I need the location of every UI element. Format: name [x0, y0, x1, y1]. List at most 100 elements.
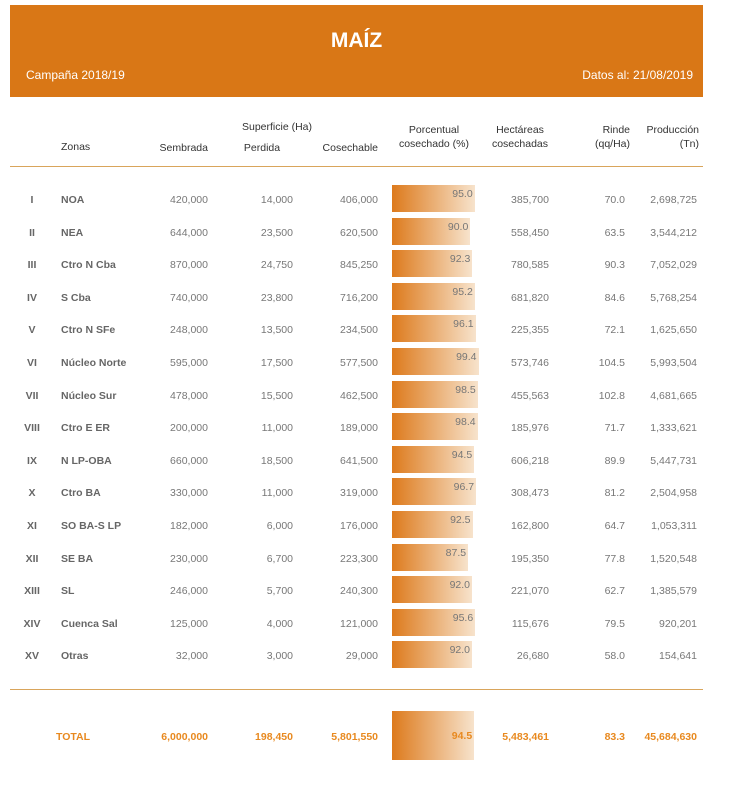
header-divider: [10, 166, 703, 167]
zone-number: XIII: [24, 585, 40, 598]
sembrada-value: 478,000: [170, 389, 208, 402]
produccion-value: 5,447,731: [650, 454, 697, 467]
table-row: XII SE BA 230,000 6,700 223,300 87.5 195…: [0, 543, 739, 575]
rinde-value: 72.1: [604, 324, 625, 337]
sembrada-value: 246,000: [170, 585, 208, 598]
page-title: MAÍZ: [330, 29, 383, 52]
total-divider: [10, 689, 703, 690]
table-row: VI Núcleo Norte 595,000 17,500 577,500 9…: [0, 347, 739, 379]
pct-bar: 95.6: [392, 608, 476, 636]
produccion-value: 1,625,650: [650, 324, 697, 337]
cosechable-value: 620,500: [340, 226, 378, 239]
zone-name: NOA: [61, 194, 85, 206]
rinde-value: 58.0: [604, 650, 625, 663]
pct-label: 92.5: [450, 514, 471, 526]
total-perdida: 198,450: [255, 731, 293, 743]
sembrada-value: 125,000: [170, 617, 208, 630]
col-hectareas-line1: Hectáreas: [496, 124, 544, 136]
pct-label: 95.2: [452, 285, 473, 298]
pct-label: 92.0: [449, 644, 470, 657]
hectareas-value: 221,070: [511, 585, 549, 598]
produccion-value: 3,544,212: [650, 226, 697, 239]
zone-name: Ctro N Cba: [61, 259, 116, 272]
perdida-value: 24,750: [260, 259, 293, 272]
zone-name: S Cba: [61, 291, 91, 304]
zone-name: Ctro BA: [61, 487, 101, 500]
table-row: III Ctro N Cba 870,000 24,750 845,250 92…: [0, 249, 739, 281]
zone-name: SE BA: [61, 552, 94, 565]
pct-bar: 99.4: [392, 348, 479, 375]
produccion-value: 1,333,621: [650, 422, 697, 435]
total-produccion: 45,684,630: [644, 731, 697, 743]
sembrada-value: 182,000: [170, 520, 208, 532]
zone-name: Ctro E ER: [61, 422, 111, 435]
produccion-value: 154,641: [659, 650, 697, 663]
total-label: TOTAL: [56, 731, 91, 743]
perdida-value: 5,700: [266, 585, 293, 598]
zone-name: N LP-OBA: [61, 454, 112, 467]
pct-label: 92.3: [449, 253, 471, 266]
cosechable-value: 121,000: [340, 617, 378, 630]
sembrada-value: 644,000: [170, 226, 208, 239]
total-sembrada: 6,000,000: [161, 731, 208, 743]
table-row: II NEA 644,000 23,500 620,500 90.0 558,4…: [0, 217, 739, 249]
perdida-value: 6,700: [266, 552, 293, 565]
pct-label: 98.5: [455, 383, 476, 396]
col-produccion: Producción (Tn): [636, 123, 699, 151]
hectareas-value: 195,350: [511, 552, 549, 565]
cosechable-value: 234,500: [340, 324, 378, 337]
campaign-label: Campaña 2018/19: [26, 68, 125, 82]
total-row: TOTAL 6,000,000 198,450 5,801,550 94.5 5…: [0, 711, 739, 761]
table-row: X Ctro BA 330,000 11,000 319,000 96.7 30…: [0, 477, 739, 509]
produccion-value: 1,385,579: [650, 585, 697, 598]
hectareas-value: 455,563: [511, 389, 549, 402]
zone-number: XI: [27, 520, 37, 532]
data-date: Datos al: 21/08/2019: [582, 68, 693, 82]
rinde-value: 77.8: [604, 552, 625, 565]
rinde-value: 63.5: [604, 226, 625, 239]
zone-number: II: [29, 226, 35, 239]
perdida-value: 23,500: [260, 226, 293, 239]
cosechable-value: 641,500: [340, 454, 378, 467]
sembrada-value: 330,000: [170, 487, 208, 500]
sembrada-value: 870,000: [170, 259, 208, 272]
zone-number: VI: [27, 357, 37, 369]
cosechable-value: 462,500: [340, 389, 378, 402]
hectareas-value: 308,473: [511, 487, 549, 500]
col-sembrada: Sembrada: [159, 142, 208, 154]
zone-number: VIII: [24, 422, 40, 435]
zone-name: SO BA-S LP: [61, 520, 122, 532]
hectareas-value: 780,585: [511, 259, 549, 272]
zone-number: III: [27, 259, 37, 272]
table-row: XIII SL 246,000 5,700 240,300 92.0 221,0…: [0, 575, 739, 607]
perdida-value: 3,000: [266, 650, 293, 663]
pct-bar: 96.1: [392, 315, 476, 343]
hectareas-value: 573,746: [511, 357, 549, 369]
pct-label: 99.4: [456, 351, 477, 363]
total-pct-bar: 94.5: [392, 711, 475, 760]
total-pct-label: 94.5: [451, 730, 473, 742]
zone-number: XII: [25, 552, 39, 565]
hectareas-value: 115,676: [511, 617, 549, 630]
perdida-value: 11,000: [261, 422, 293, 435]
produccion-value: 4,681,665: [650, 389, 697, 402]
table-row: I NOA 420,000 14,000 406,000 95.0 385,70…: [0, 184, 739, 216]
cosechable-value: 176,000: [340, 520, 378, 532]
sembrada-value: 595,000: [170, 357, 208, 369]
zone-number: XIV: [23, 617, 41, 630]
col-cosechable: Cosechable: [322, 142, 378, 154]
hectareas-value: 225,355: [511, 324, 549, 337]
cosechable-value: 577,500: [340, 357, 378, 369]
table-row: IV S Cba 740,000 23,800 716,200 95.2 681…: [0, 282, 739, 314]
perdida-value: 17,500: [260, 357, 293, 369]
pct-bar: 92.3: [392, 250, 473, 278]
cosechable-value: 240,300: [340, 585, 378, 598]
pct-bar: 96.7: [392, 478, 477, 506]
pct-label: 90.0: [447, 220, 469, 233]
pct-label: 98.4: [455, 416, 476, 429]
rinde-value: 64.7: [604, 520, 625, 532]
rinde-value: 81.2: [604, 487, 625, 500]
col-rinde-line2: (qq/Ha): [594, 138, 630, 150]
zone-number: VII: [25, 389, 39, 402]
zone-name: Núcleo Norte: [61, 357, 127, 369]
